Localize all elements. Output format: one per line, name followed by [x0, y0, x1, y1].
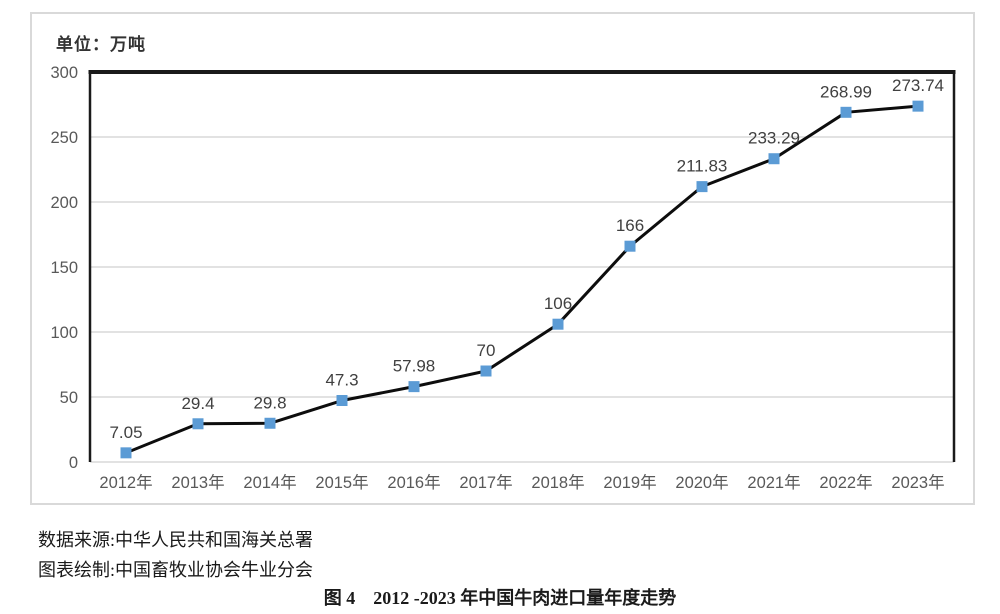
data-source-text: 数据来源:中华人民共和国海关总署 — [38, 530, 313, 550]
y-tick-label: 250 — [50, 129, 78, 147]
data-point-label: 29.4 — [181, 394, 214, 413]
data-point-label: 268.99 — [820, 82, 872, 101]
x-tick-label: 2019年 — [603, 473, 656, 492]
data-point-label: 7.05 — [109, 423, 142, 442]
data-point-marker — [768, 153, 780, 165]
line-chart: 0 50 100 150 200 250 300 7.05 29.4 29.8 47.3 57.98 7… — [50, 64, 956, 492]
figure-caption: 图 4 2012 -2023 年中国牛肉进口量年度走势 — [323, 588, 677, 608]
data-point-label: 70 — [477, 341, 496, 360]
x-tick-label: 2023年 — [891, 473, 944, 492]
y-tick-label: 50 — [60, 389, 78, 407]
series-line — [124, 104, 920, 455]
data-point-marker — [336, 395, 348, 407]
data-point-marker — [480, 365, 492, 377]
x-tick-label: 2014年 — [243, 473, 296, 492]
y-tick-label: 200 — [50, 194, 78, 212]
data-point-label: 166 — [616, 216, 644, 235]
data-point-label: 233.29 — [748, 129, 800, 148]
chart-frame: 单位：万吨 0 50 100 150 200 250 300 7.05 29.4 29.8 47.3… — [30, 12, 975, 505]
x-tick-label: 2018年 — [531, 473, 584, 492]
data-point-label: 106 — [544, 294, 572, 313]
x-tick-label: 2016年 — [387, 473, 440, 492]
y-tick-label: 150 — [50, 259, 78, 277]
data-point-marker — [912, 100, 924, 112]
x-tick-label: 2012年 — [99, 473, 152, 492]
chart-credit-text: 图表绘制:中国畜牧业协会牛业分会 — [38, 560, 313, 580]
data-point-marker — [264, 417, 276, 429]
x-tick-label: 2013年 — [171, 473, 224, 492]
y-tick-label: 100 — [50, 324, 78, 342]
x-tick-label: 2015年 — [315, 473, 368, 492]
data-point-marker — [696, 181, 708, 193]
x-tick-label: 2022年 — [819, 473, 872, 492]
data-point-marker — [624, 240, 636, 252]
x-tick-label: 2020年 — [675, 473, 728, 492]
x-tick-label: 2021年 — [747, 473, 800, 492]
data-point-label: 211.83 — [677, 157, 728, 176]
data-point-label: 57.98 — [393, 357, 436, 376]
data-point-label: 273.74 — [892, 76, 944, 95]
data-point-marker — [408, 381, 420, 393]
y-tick-label: 0 — [69, 454, 78, 472]
x-tick-label: 2017年 — [459, 473, 512, 492]
data-point-label: 29.8 — [253, 393, 286, 412]
data-point-marker — [192, 418, 204, 430]
y-tick-label: 300 — [50, 64, 78, 82]
data-point-marker — [840, 106, 852, 118]
data-point-marker — [120, 447, 132, 459]
data-point-marker — [552, 318, 564, 330]
data-point-label: 47.3 — [325, 371, 358, 390]
unit-label: 单位：万吨 — [56, 35, 146, 54]
